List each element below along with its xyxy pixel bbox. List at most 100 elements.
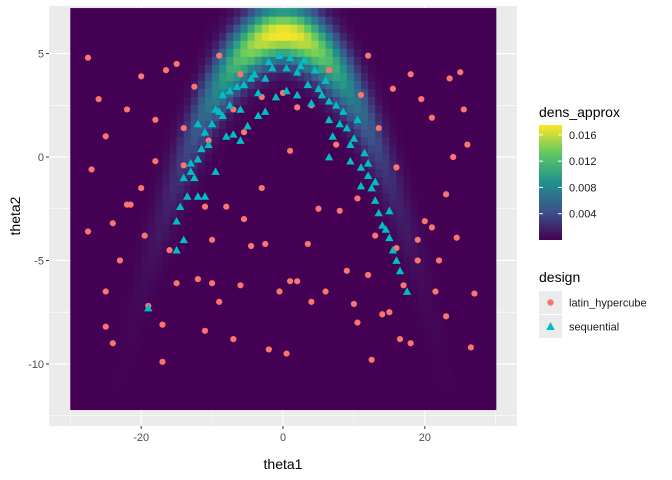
heatmap-cell [318, 192, 327, 202]
heatmap-cell [219, 80, 227, 89]
heatmap-cell [70, 216, 78, 226]
heatmap-cell [112, 32, 121, 41]
heatmap-cell [346, 313, 355, 322]
heatmap-cell [219, 264, 227, 274]
heatmap-cell [226, 200, 234, 210]
heatmap-cell [212, 192, 220, 202]
heatmap-cell [219, 16, 227, 25]
heatmap-cell [176, 232, 185, 242]
heatmap-cell [105, 40, 114, 49]
heatmap-cell [403, 385, 412, 394]
heatmap-cell [325, 297, 334, 306]
point-latin-hypercube [208, 236, 216, 243]
point-sequential [395, 266, 405, 275]
legend-marker-sequential [546, 322, 555, 330]
heatmap-cell [297, 160, 305, 170]
heatmap-cell [361, 48, 369, 57]
heatmap-cell [226, 184, 234, 194]
heatmap-cell [183, 128, 192, 138]
heatmap-cell [176, 16, 185, 25]
heatmap-cell [162, 184, 171, 194]
heatmap-cell [148, 208, 156, 218]
heatmap-cell [240, 96, 249, 105]
heatmap-cell [417, 8, 426, 17]
heatmap-cell [467, 120, 476, 130]
heatmap-cell [481, 96, 490, 105]
heatmap-cell [261, 64, 270, 73]
heatmap-cell [254, 321, 263, 330]
heatmap-cell [311, 16, 320, 25]
heatmap-cell [410, 208, 419, 218]
point-latin-hypercube [230, 336, 237, 343]
heatmap-cell [368, 152, 376, 162]
point-latin-hypercube [414, 257, 421, 264]
heatmap-cell [389, 168, 398, 178]
heatmap-cell [247, 313, 256, 322]
point-sequential [232, 82, 242, 91]
heatmap-cell [346, 24, 355, 33]
heatmap-cell [261, 361, 270, 370]
heatmap-cell [212, 64, 220, 73]
heatmap-cell [417, 120, 426, 130]
heatmap-cell [155, 88, 164, 97]
heatmap-cell [283, 120, 291, 130]
heatmap-cell [474, 401, 483, 411]
heatmap-cell [346, 240, 355, 250]
heatmap-cell [176, 112, 185, 122]
heatmap-cell [84, 216, 93, 226]
heatmap-cell [119, 16, 128, 25]
heatmap-cell [70, 200, 78, 210]
heatmap-cell [183, 8, 192, 17]
heatmap-cell [304, 56, 312, 65]
heatmap-cell [169, 72, 178, 81]
heatmap-cell [197, 96, 206, 105]
heatmap-cell [183, 112, 192, 122]
heatmap-cell [439, 40, 447, 49]
heatmap-cell [460, 8, 468, 17]
point-sequential [346, 140, 355, 148]
point-latin-hypercube [333, 141, 340, 148]
heatmap-cell [375, 184, 383, 194]
heatmap-cell [112, 337, 121, 346]
heatmap-cell [91, 192, 100, 202]
point-latin-hypercube [286, 147, 294, 154]
heatmap-cell [233, 232, 242, 242]
heatmap-cell [84, 264, 93, 274]
heatmap-cell [417, 112, 426, 122]
heatmap-cell [247, 56, 256, 65]
heatmap-cell [410, 176, 419, 186]
heatmap-cell [474, 48, 483, 57]
heatmap-cell [283, 401, 291, 411]
heatmap-cell [183, 401, 192, 411]
heatmap-cell [382, 88, 390, 97]
heatmap-cell [169, 393, 178, 403]
heatmap-cell [283, 48, 291, 57]
heatmap-cell [467, 337, 476, 346]
heatmap-cell [318, 72, 327, 81]
heatmap-cell [190, 144, 199, 154]
heatmap-cell [134, 401, 142, 411]
heatmap-cell [283, 321, 291, 330]
heatmap-cell [112, 200, 121, 210]
heatmap-cell [247, 272, 256, 282]
heatmap-cell [112, 8, 121, 17]
heatmap-cell [361, 393, 369, 403]
heatmap-cell [119, 112, 128, 122]
heatmap-cell [467, 361, 476, 370]
heatmap-cell [197, 16, 206, 25]
heatmap-cell [283, 24, 291, 33]
heatmap-cell [190, 401, 199, 411]
heatmap-cell [70, 192, 78, 202]
heatmap-cell [304, 248, 312, 258]
heatmap-cell [474, 321, 483, 330]
heatmap-cell [91, 128, 100, 138]
heatmap-cell [183, 88, 192, 97]
heatmap-cell [105, 104, 114, 114]
heatmap-cell [275, 8, 284, 17]
heatmap-cell [424, 144, 433, 154]
heatmap-cell [219, 216, 227, 226]
heatmap-cell [70, 96, 78, 105]
heatmap-cell [460, 248, 468, 258]
point-latin-hypercube [138, 73, 145, 80]
heatmap-cell [339, 32, 348, 41]
